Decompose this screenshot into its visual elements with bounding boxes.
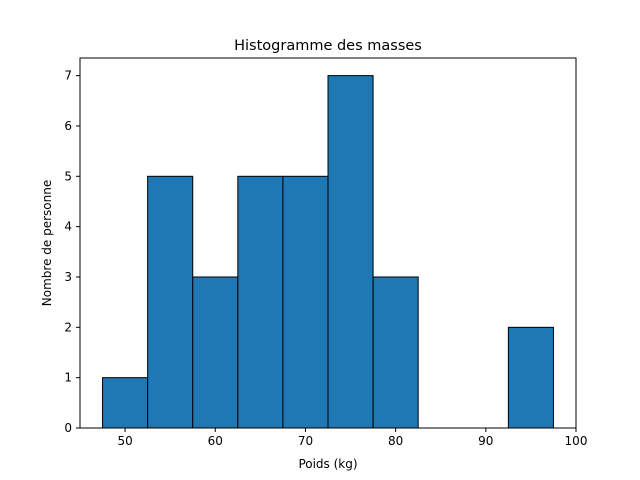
y-tick-label-4: 4 — [64, 220, 72, 234]
bars-group — [102, 75, 554, 429]
x-tick-label-0: 50 — [117, 434, 132, 448]
x-tick-label-2: 70 — [298, 434, 313, 448]
y-tick-label-3: 3 — [64, 270, 72, 284]
y-tick-label-2: 2 — [64, 320, 72, 334]
axes-frame — [79, 57, 577, 429]
x-tick-label-1: 60 — [208, 434, 223, 448]
y-tick-label-7: 7 — [64, 69, 72, 83]
x-axis-label: Poids (kg) — [298, 457, 357, 471]
x-tick-label-3: 80 — [388, 434, 403, 448]
histogram-bar-3 — [237, 175, 284, 429]
histogram-bar-4 — [282, 175, 329, 429]
y-tick-label-0: 0 — [64, 421, 72, 435]
x-axis-ticks: 50 60 70 80 90 100 — [117, 428, 587, 448]
y-tick-label-5: 5 — [64, 169, 72, 183]
histogram-bar-2 — [192, 276, 239, 429]
histogram-bar-1 — [147, 175, 194, 429]
y-axis-label: Nombre de personne — [40, 180, 54, 306]
histogram-bar-5 — [327, 75, 374, 429]
histogram-bar-0 — [102, 377, 149, 429]
y-axis-ticks: 0 1 2 3 4 5 6 7 — [64, 69, 80, 435]
histogram-bar-6 — [372, 276, 419, 429]
histogram-bar-9 — [507, 326, 554, 429]
chart-title: Histogramme des masses — [234, 38, 422, 54]
x-tick-label-4: 90 — [478, 434, 493, 448]
y-tick-label-1: 1 — [64, 371, 72, 385]
y-tick-label-6: 6 — [64, 119, 72, 133]
x-tick-label-5: 100 — [565, 434, 588, 448]
